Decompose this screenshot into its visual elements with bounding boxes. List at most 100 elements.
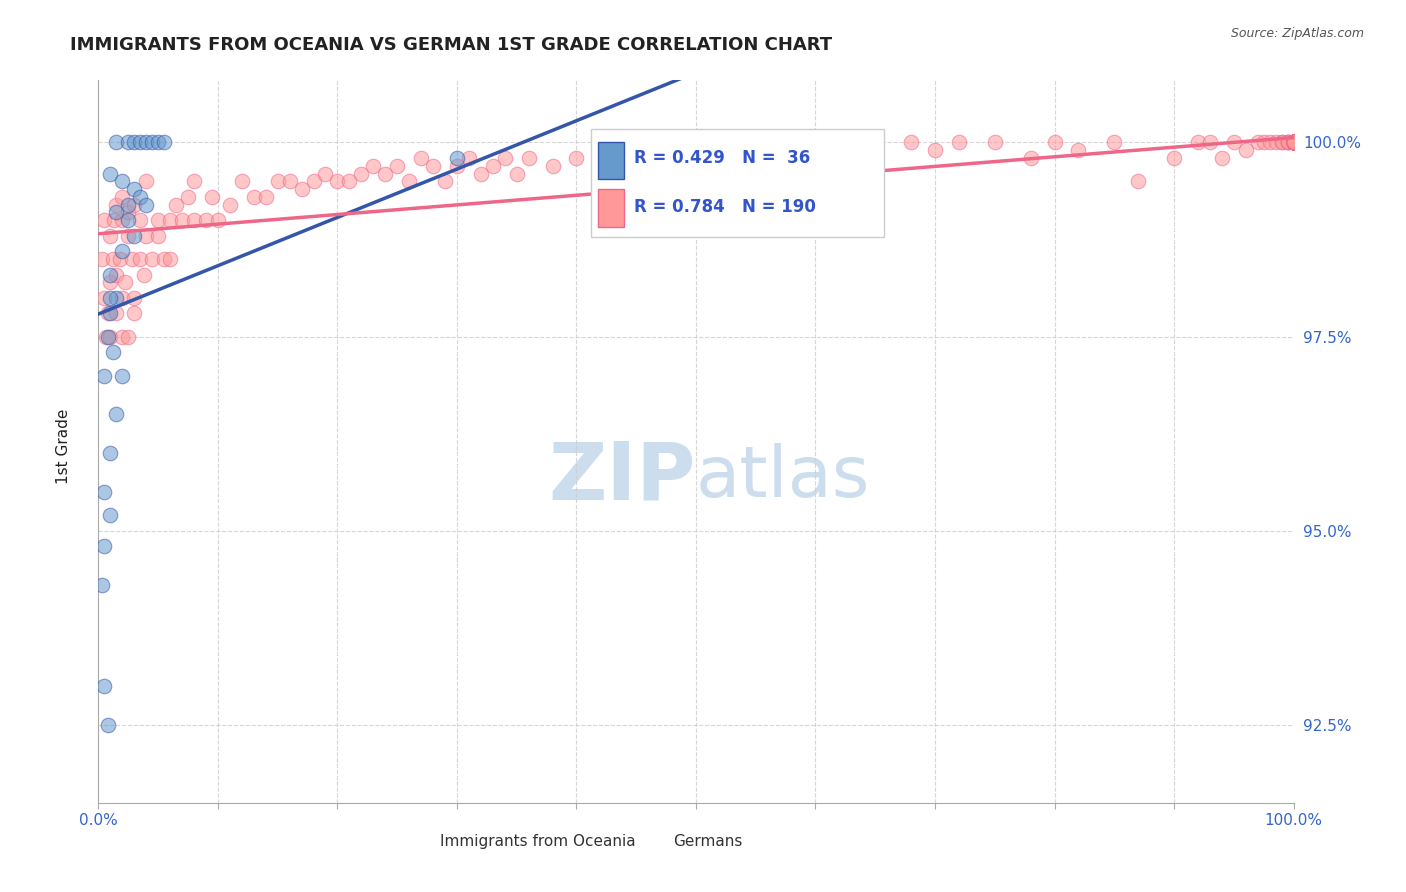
Point — [1282, 136, 1305, 150]
Point — [1019, 151, 1042, 165]
Point — [1282, 136, 1305, 150]
Point — [422, 159, 444, 173]
Point — [1282, 136, 1305, 150]
Point — [613, 143, 636, 157]
Point — [93, 540, 115, 554]
Point — [1282, 136, 1305, 150]
Point — [1282, 136, 1305, 150]
Point — [129, 252, 152, 266]
Point — [111, 190, 134, 204]
Point — [1282, 136, 1305, 150]
Point — [1282, 136, 1305, 150]
Point — [129, 213, 152, 227]
Point — [148, 228, 170, 243]
Point — [1282, 136, 1305, 150]
Point — [769, 143, 792, 157]
Point — [1282, 136, 1305, 150]
Point — [1282, 136, 1305, 150]
Point — [804, 151, 827, 165]
Point — [1282, 136, 1305, 150]
Point — [900, 136, 922, 150]
Point — [1282, 136, 1305, 150]
Text: R = 0.784   N = 190: R = 0.784 N = 190 — [634, 198, 815, 216]
Point — [93, 368, 115, 383]
Point — [865, 143, 887, 157]
Point — [135, 228, 157, 243]
Point — [98, 167, 122, 181]
Point — [1282, 136, 1305, 150]
Point — [105, 197, 128, 211]
Point — [93, 485, 115, 500]
Point — [111, 291, 134, 305]
Point — [135, 136, 157, 150]
Point — [1282, 136, 1305, 150]
Point — [506, 167, 529, 181]
Point — [105, 205, 128, 219]
Point — [446, 151, 468, 165]
Point — [1282, 136, 1305, 150]
Point — [183, 174, 205, 188]
Point — [482, 159, 505, 173]
FancyBboxPatch shape — [598, 142, 624, 179]
Point — [1282, 136, 1305, 150]
Point — [1282, 136, 1305, 150]
Point — [98, 268, 122, 282]
Point — [124, 182, 146, 196]
Point — [1282, 136, 1305, 150]
Point — [141, 136, 163, 150]
Point — [1282, 136, 1305, 150]
Point — [1277, 136, 1299, 150]
Point — [1234, 143, 1257, 157]
Point — [94, 329, 117, 343]
Point — [1282, 136, 1305, 150]
Point — [93, 679, 115, 693]
Text: Immigrants from Oceania: Immigrants from Oceania — [440, 834, 636, 848]
FancyBboxPatch shape — [412, 828, 433, 855]
Point — [219, 197, 242, 211]
Point — [117, 213, 139, 227]
Point — [1277, 136, 1299, 150]
Point — [1282, 136, 1305, 150]
Point — [124, 228, 146, 243]
Text: 1st Grade: 1st Grade — [56, 409, 70, 483]
Point — [1282, 136, 1305, 150]
Point — [1282, 136, 1305, 150]
Point — [148, 213, 170, 227]
Point — [339, 174, 361, 188]
Text: R = 0.429   N =  36: R = 0.429 N = 36 — [634, 149, 810, 168]
Point — [1282, 136, 1305, 150]
Point — [661, 143, 683, 157]
Point — [231, 174, 253, 188]
Point — [97, 718, 120, 732]
Point — [1282, 136, 1305, 150]
Point — [1282, 136, 1305, 150]
Point — [129, 136, 152, 150]
Point — [1282, 136, 1305, 150]
Point — [1277, 136, 1299, 150]
Point — [1282, 136, 1305, 150]
Point — [1271, 136, 1294, 150]
Point — [105, 306, 128, 320]
Point — [1282, 136, 1305, 150]
Point — [1282, 136, 1305, 150]
Point — [117, 136, 139, 150]
Point — [1282, 136, 1305, 150]
Point — [117, 205, 139, 219]
Point — [411, 151, 433, 165]
Point — [1282, 136, 1305, 150]
Text: atlas: atlas — [696, 443, 870, 512]
Point — [201, 190, 224, 204]
Point — [1282, 136, 1305, 150]
Point — [111, 244, 134, 259]
Point — [101, 345, 124, 359]
Point — [494, 151, 516, 165]
Point — [1282, 136, 1305, 150]
Point — [924, 143, 946, 157]
Point — [1282, 136, 1305, 150]
Point — [195, 213, 218, 227]
Point — [278, 174, 301, 188]
Point — [1282, 136, 1305, 150]
Point — [1282, 136, 1305, 150]
Point — [1282, 136, 1305, 150]
Point — [1043, 136, 1066, 150]
